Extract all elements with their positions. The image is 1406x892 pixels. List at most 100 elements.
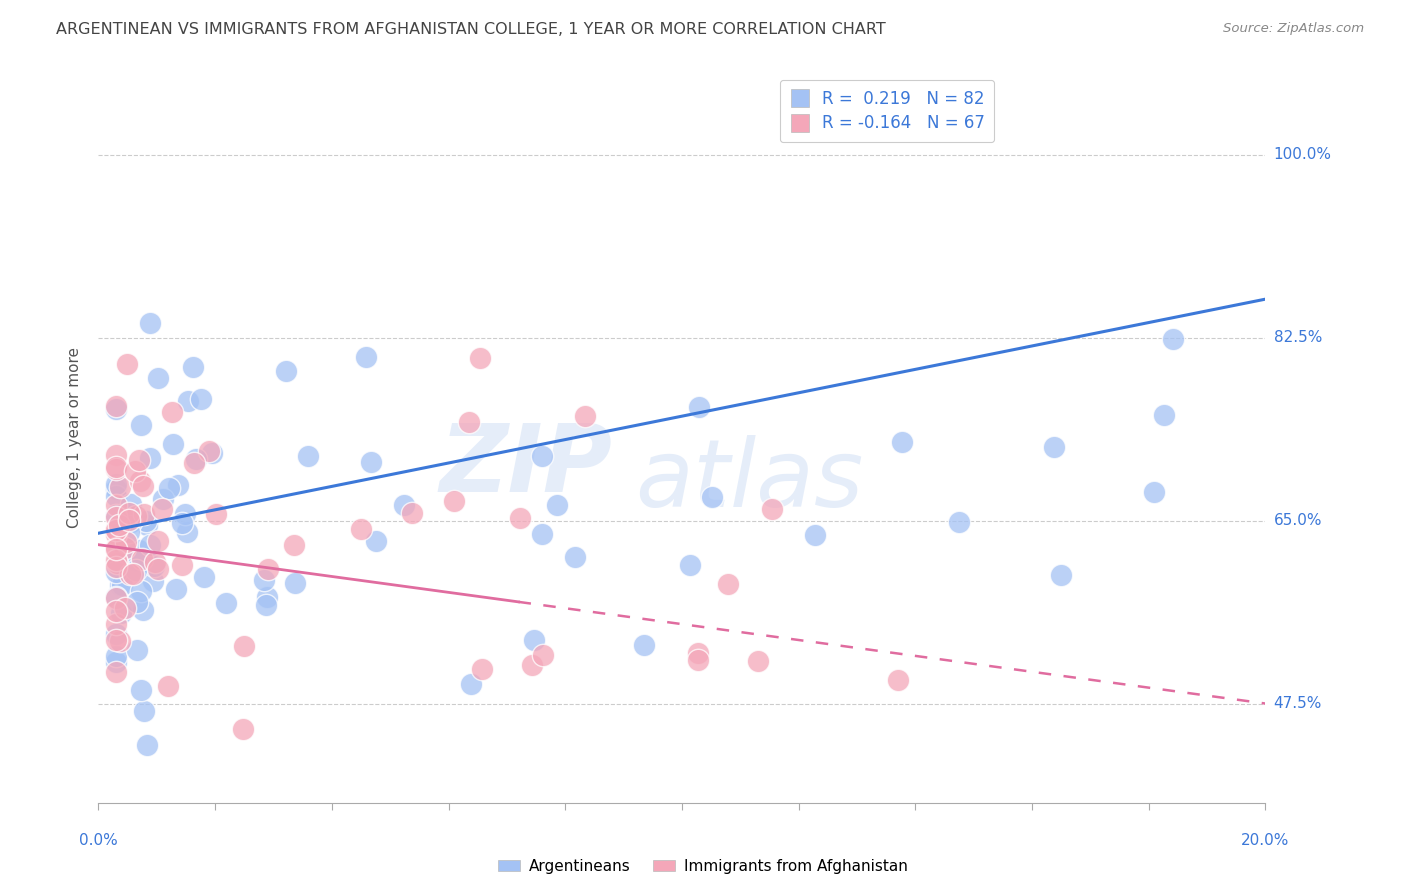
Point [117, 507, 139, 521]
Point [274, 364, 297, 378]
Point [160, 405, 183, 419]
Point [181, 360, 204, 375]
Point [148, 534, 170, 549]
Point [167, 477, 190, 491]
Text: 20.0%: 20.0% [1241, 833, 1289, 848]
Point [350, 522, 373, 536]
Point [174, 507, 197, 521]
Point [468, 351, 491, 365]
Point [156, 679, 179, 693]
Point [633, 638, 655, 652]
Point [679, 558, 702, 572]
Point [132, 704, 155, 718]
Legend: R =  0.219   N = 82, R = -0.164   N = 67: R = 0.219 N = 82, R = -0.164 N = 67 [780, 79, 994, 143]
Point [530, 526, 553, 541]
Point [190, 392, 212, 407]
Legend: Argentineans, Immigrants from Afghanistan: Argentineans, Immigrants from Afghanista… [492, 853, 914, 880]
Point [104, 626, 127, 640]
Text: 0.0%: 0.0% [79, 833, 118, 848]
Point [546, 498, 568, 512]
Point [104, 482, 127, 496]
Point [104, 508, 127, 522]
Point [125, 509, 148, 524]
Point [114, 541, 136, 555]
Text: 65.0%: 65.0% [1274, 513, 1322, 528]
Point [364, 533, 387, 548]
Point [129, 418, 152, 433]
Point [176, 525, 198, 540]
Point [120, 505, 142, 519]
Point [152, 491, 174, 506]
Point [360, 455, 382, 469]
Point [804, 527, 827, 541]
Point [890, 434, 912, 449]
Point [120, 515, 142, 529]
Point [108, 480, 131, 494]
Point [460, 677, 482, 691]
Point [104, 649, 127, 664]
Point [108, 518, 131, 533]
Point [1043, 440, 1066, 454]
Point [1050, 568, 1073, 582]
Point [124, 464, 146, 478]
Point [104, 448, 127, 462]
Point [104, 565, 127, 579]
Point [564, 550, 586, 565]
Point [108, 633, 131, 648]
Point [104, 402, 127, 417]
Text: ARGENTINEAN VS IMMIGRANTS FROM AFGHANISTAN COLLEGE, 1 YEAR OR MORE CORRELATION C: ARGENTINEAN VS IMMIGRANTS FROM AFGHANIST… [56, 22, 886, 37]
Point [530, 450, 553, 464]
Point [117, 357, 139, 371]
Point [170, 516, 193, 530]
Point [104, 522, 127, 536]
Point [135, 514, 157, 528]
Point [162, 436, 184, 450]
Point [354, 351, 377, 365]
Text: ZIP: ZIP [439, 420, 612, 512]
Point [531, 648, 554, 662]
Point [761, 502, 783, 516]
Point [1153, 408, 1175, 422]
Point [128, 542, 150, 557]
Point [136, 517, 159, 532]
Point [165, 582, 187, 597]
Point [104, 553, 127, 567]
Y-axis label: College, 1 year or more: College, 1 year or more [67, 347, 83, 527]
Point [104, 527, 127, 541]
Point [142, 574, 165, 588]
Point [104, 604, 127, 618]
Point [114, 534, 136, 549]
Point [104, 499, 127, 513]
Point [688, 653, 710, 667]
Point [201, 445, 224, 459]
Point [233, 639, 256, 653]
Point [143, 555, 166, 569]
Point [132, 507, 155, 521]
Point [105, 560, 128, 574]
Point [104, 633, 127, 648]
Point [104, 665, 127, 679]
Point [105, 556, 128, 570]
Point [150, 502, 173, 516]
Point [104, 477, 127, 491]
Point [184, 451, 207, 466]
Point [139, 316, 162, 330]
Point [120, 566, 142, 581]
Point [254, 599, 277, 613]
Point [104, 523, 127, 537]
Point [509, 511, 531, 525]
Point [104, 399, 127, 413]
Point [157, 482, 180, 496]
Point [256, 562, 278, 576]
Point [297, 449, 319, 463]
Point [131, 682, 153, 697]
Point [136, 739, 159, 753]
Point [215, 596, 238, 610]
Point [392, 498, 415, 512]
Point [747, 654, 769, 668]
Point [104, 541, 127, 556]
Point [125, 552, 148, 566]
Text: Source: ZipAtlas.com: Source: ZipAtlas.com [1223, 22, 1364, 36]
Point [232, 722, 254, 736]
Point [443, 493, 465, 508]
